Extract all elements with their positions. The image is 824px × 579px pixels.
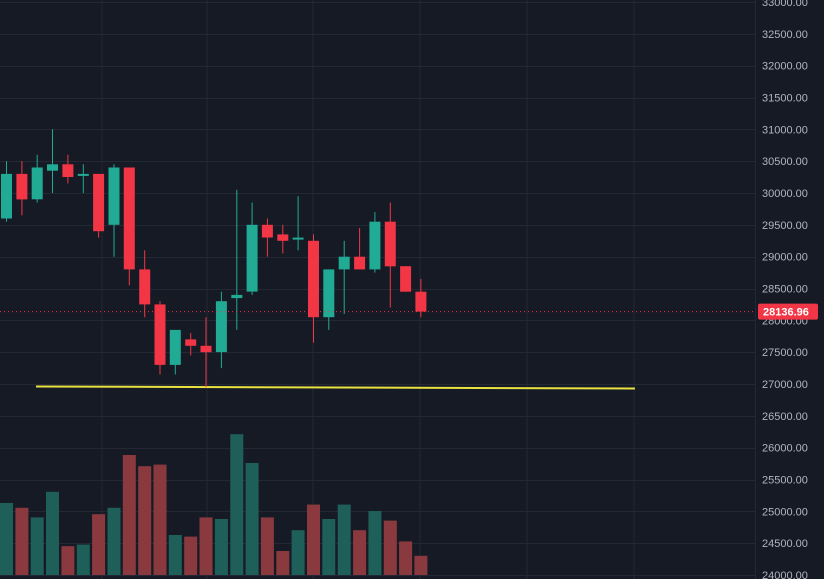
candle-body[interactable] (400, 266, 412, 292)
price-axis-tick-label: 26000.00 (762, 443, 808, 455)
price-axis-tick-label: 24500.00 (762, 538, 808, 550)
horizontal-line[interactable] (35, 385, 636, 390)
candle-body[interactable] (16, 173, 28, 200)
candle-body[interactable] (231, 294, 243, 299)
candle-body[interactable] (77, 173, 89, 176)
volume-bar (168, 535, 182, 575)
volume-bar (322, 519, 336, 575)
candle-body[interactable] (31, 167, 43, 200)
candle-body[interactable] (246, 224, 258, 292)
volume-bar (307, 504, 320, 575)
candle-body[interactable] (185, 339, 197, 346)
volume-bar (414, 555, 428, 575)
volume-bar (199, 517, 213, 575)
candle-body[interactable] (1, 173, 12, 219)
price-axis-tick-label: 28500.00 (762, 284, 808, 296)
volume-bar (76, 544, 90, 575)
candle-body[interactable] (277, 234, 289, 241)
volume-bar (138, 466, 152, 575)
candle-body[interactable] (369, 221, 381, 270)
volume-bar (399, 541, 413, 575)
candle-body[interactable] (323, 269, 335, 318)
price-axis-tick-label: 27000.00 (762, 379, 808, 391)
candle-body[interactable] (139, 269, 151, 305)
candle-body[interactable] (154, 304, 166, 365)
volume-bar (107, 507, 121, 575)
price-axis-tick-label: 33000.00 (762, 0, 808, 9)
volume-bar (153, 464, 167, 575)
volume-bar (122, 455, 136, 575)
candle-body[interactable] (308, 240, 319, 318)
candle-body[interactable] (384, 221, 396, 267)
volume-bar (30, 517, 44, 575)
candle-body[interactable] (261, 224, 273, 238)
price-axis-tick-label: 30000.00 (762, 188, 808, 200)
candle-body[interactable] (169, 329, 181, 365)
volume-bar (214, 519, 228, 575)
volume-bar (337, 504, 351, 575)
candle-body[interactable] (215, 301, 227, 353)
price-axis-tick-label: 29000.00 (762, 252, 808, 264)
candle-body[interactable] (292, 237, 304, 240)
price-axis-tick-label: 29500.00 (762, 220, 808, 232)
price-axis-tick-label: 31500.00 (762, 93, 808, 105)
candle-body[interactable] (338, 256, 350, 270)
price-axis-tick-label: 31000.00 (762, 124, 808, 136)
candle-body[interactable] (47, 164, 58, 171)
volume-bar (46, 491, 59, 575)
price-axis-tick-label: 24000.00 (762, 570, 808, 579)
volume-bar (61, 546, 75, 575)
volume-bar (15, 507, 29, 575)
volume-bar (230, 434, 244, 575)
candle-body[interactable] (108, 167, 120, 225)
volume-bar (0, 503, 13, 575)
candle-body[interactable] (415, 291, 427, 312)
candle-body[interactable] (354, 256, 366, 270)
price-axis-tick-label: 25000.00 (762, 506, 808, 518)
price-axis-tick-label: 32500.00 (762, 29, 808, 41)
volume-bar (260, 517, 274, 575)
price-axis-tick-label: 27500.00 (762, 347, 808, 359)
volume-bar (368, 511, 382, 575)
volume-bar (245, 463, 259, 575)
volume-bar (353, 530, 367, 575)
volume-bar (184, 536, 198, 575)
current-price-tag (758, 303, 818, 320)
price-axis-tick-label: 25500.00 (762, 475, 808, 487)
volume-bar (92, 514, 106, 575)
candle-body[interactable] (93, 173, 105, 232)
candle-body[interactable] (62, 164, 74, 177)
current-price-label: 28136.96 (763, 307, 809, 319)
candle-body[interactable] (200, 345, 212, 353)
price-axis-tick-label: 32000.00 (762, 61, 808, 73)
volume-bar (276, 551, 290, 575)
price-axis-tick-label: 26500.00 (762, 411, 808, 423)
volume-bar (291, 530, 305, 575)
volume-bar (383, 520, 397, 575)
candle-body[interactable] (123, 167, 135, 270)
price-axis-tick-label: 30500.00 (762, 156, 808, 168)
